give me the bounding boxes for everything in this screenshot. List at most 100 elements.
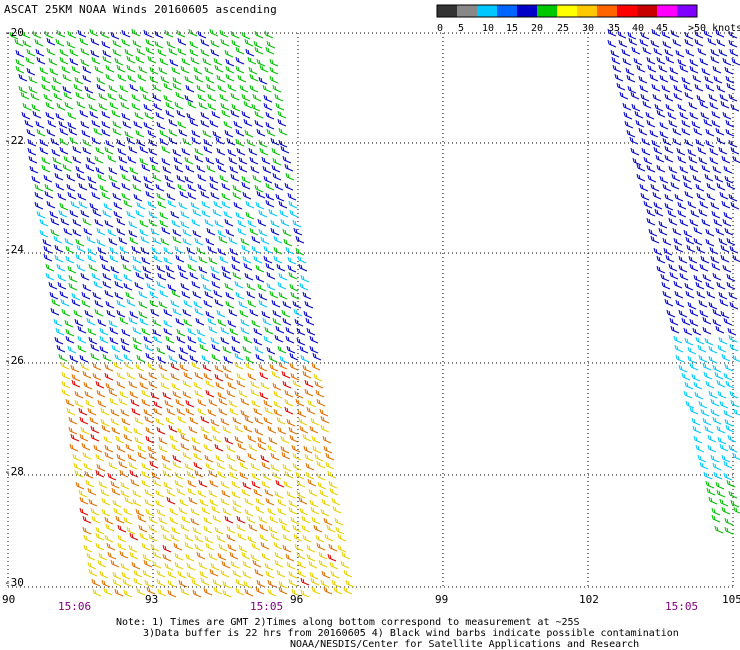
wind-barb xyxy=(219,255,229,264)
wind-barb xyxy=(123,516,133,525)
wind-barb xyxy=(113,361,123,370)
wind-barb xyxy=(155,417,165,426)
wind-barb xyxy=(205,462,215,471)
wind-barb xyxy=(75,165,85,174)
wind-barb xyxy=(138,524,148,533)
wind-barb xyxy=(702,362,712,371)
wind-barb xyxy=(154,30,164,39)
wind-barb xyxy=(134,281,144,290)
wind-barb xyxy=(639,183,649,192)
wind-barb xyxy=(670,29,680,38)
wind-barb xyxy=(700,408,710,417)
wind-barb xyxy=(232,271,242,280)
wind-barb xyxy=(53,92,63,101)
wind-barb xyxy=(169,507,179,516)
legend-swatch xyxy=(457,5,478,17)
wind-barb xyxy=(270,227,280,236)
wind-barb xyxy=(716,182,726,191)
wind-barb xyxy=(312,445,322,454)
wind-barb xyxy=(31,103,41,112)
wind-barb xyxy=(631,103,641,112)
wind-barb xyxy=(204,290,214,299)
wind-barb xyxy=(228,236,238,245)
wind-barb xyxy=(201,354,211,363)
wind-barb xyxy=(174,552,184,561)
wind-barb xyxy=(94,65,104,74)
wind-barb xyxy=(121,173,131,182)
wind-barb xyxy=(117,73,127,82)
wind-barb xyxy=(128,461,138,470)
wind-barb xyxy=(724,363,734,372)
wind-barb xyxy=(167,570,177,579)
wind-barb xyxy=(207,245,217,254)
wind-barb xyxy=(288,499,298,508)
wind-barb xyxy=(150,308,160,317)
wind-barb xyxy=(328,480,338,489)
wind-barb xyxy=(640,93,650,102)
wind-barb xyxy=(59,146,69,155)
wind-barb xyxy=(71,379,81,388)
wind-barb xyxy=(701,164,711,173)
wind-barb xyxy=(236,454,246,463)
wind-barb xyxy=(237,227,247,236)
wind-barb xyxy=(670,325,680,334)
wind-barb xyxy=(723,409,733,418)
wind-barb xyxy=(695,138,705,147)
wind-barb xyxy=(258,76,268,85)
wind-barb xyxy=(692,174,702,183)
wind-barb xyxy=(145,38,155,47)
wind-barb xyxy=(689,58,699,67)
wind-barb xyxy=(240,326,250,335)
wind-barb xyxy=(704,425,714,434)
wind-barb xyxy=(149,66,159,75)
wind-barb xyxy=(224,372,234,381)
wind-barb xyxy=(244,497,254,506)
wind-barb xyxy=(728,291,738,300)
wind-barb xyxy=(184,156,194,165)
wind-barb xyxy=(241,181,251,190)
wind-barb xyxy=(700,255,710,264)
wind-barb xyxy=(184,75,194,84)
wind-barb xyxy=(669,66,679,75)
wind-barb xyxy=(197,336,207,345)
wind-barb xyxy=(100,488,110,497)
wind-barb xyxy=(705,238,715,247)
wind-barb xyxy=(144,488,154,497)
wind-barb xyxy=(132,326,142,335)
wind-barb xyxy=(718,146,728,155)
wind-barb xyxy=(127,74,137,83)
wind-barb xyxy=(245,200,255,209)
wind-barb xyxy=(263,245,273,254)
legend-label: 0 xyxy=(437,23,443,34)
wind-barb xyxy=(315,389,325,398)
wind-barb xyxy=(205,75,215,84)
wind-barb xyxy=(279,209,289,218)
wind-barb xyxy=(309,345,319,354)
wind-barb xyxy=(214,219,224,228)
wind-barb xyxy=(725,424,735,433)
wind-barb xyxy=(712,416,722,425)
wind-barb xyxy=(198,255,208,264)
wind-barb xyxy=(713,471,723,480)
wind-barb xyxy=(284,163,294,172)
wind-barb xyxy=(237,74,247,83)
wind-barb xyxy=(102,209,112,218)
legend-swatch xyxy=(497,5,518,17)
wind-barb xyxy=(647,64,657,73)
wind-barb xyxy=(205,237,215,246)
wind-barb xyxy=(685,236,695,245)
wind-barb xyxy=(211,272,221,281)
wind-barb xyxy=(730,146,740,155)
wind-barb xyxy=(141,327,151,336)
wind-barb xyxy=(211,425,221,434)
wind-barb xyxy=(216,147,226,156)
wind-barb xyxy=(257,218,267,227)
wind-barb xyxy=(728,444,738,453)
wind-barb xyxy=(61,380,71,389)
wind-barb xyxy=(626,74,636,83)
wind-barb xyxy=(285,335,295,344)
wind-barb xyxy=(205,379,215,388)
wind-barb xyxy=(101,579,111,588)
wind-barb xyxy=(50,307,60,316)
wind-barb xyxy=(220,480,230,489)
